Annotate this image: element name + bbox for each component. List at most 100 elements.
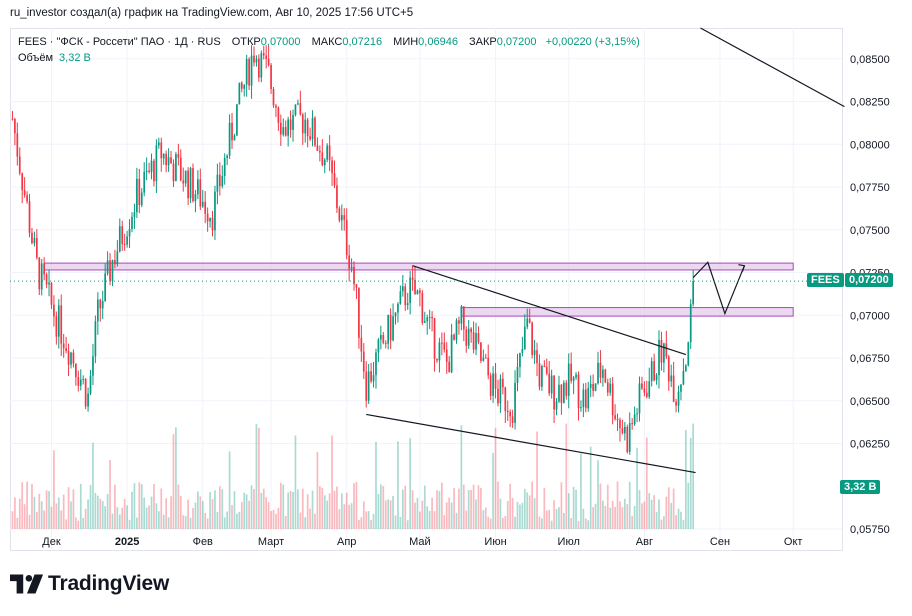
volume-bar <box>99 498 102 529</box>
candle-body <box>667 356 670 382</box>
volume-bar <box>665 496 668 529</box>
volume-bar <box>445 502 448 529</box>
candle-body <box>538 363 541 387</box>
candle-body <box>541 366 543 387</box>
volume-bar <box>294 435 297 529</box>
candle-body <box>140 192 143 206</box>
candle-body <box>170 157 172 164</box>
volume-bar <box>189 517 192 529</box>
volume-bar <box>419 511 421 529</box>
candle-body <box>109 260 111 281</box>
candle-body <box>265 55 268 59</box>
volume-bar <box>614 506 616 529</box>
volume-bar <box>628 481 631 529</box>
candle-body <box>404 286 407 306</box>
volume-bar <box>475 499 477 529</box>
candle-body <box>502 378 504 388</box>
candle-body <box>619 419 621 429</box>
candle-body <box>70 352 72 365</box>
candle-body <box>472 332 475 350</box>
volume-bar <box>114 484 116 529</box>
volume-bar <box>394 515 397 529</box>
volume-bar <box>555 509 558 529</box>
volume-bar <box>245 494 248 529</box>
volume-bar <box>92 442 94 529</box>
candle-body <box>245 58 248 85</box>
candle-body <box>77 377 80 386</box>
candle-body <box>197 179 199 195</box>
volume-bar <box>284 516 287 529</box>
volume-bar <box>689 437 692 529</box>
candle-body <box>587 387 590 409</box>
candle-body <box>272 89 275 106</box>
volume-bar <box>65 519 67 529</box>
volume-bar <box>89 485 92 529</box>
volume-bar <box>70 501 72 529</box>
candle-body <box>304 119 307 134</box>
volume-bar <box>680 511 682 529</box>
volume-bar <box>499 498 502 529</box>
volume-bar <box>470 489 472 529</box>
candle-body <box>75 363 77 378</box>
candle-body <box>606 382 609 393</box>
candle-body <box>660 339 663 363</box>
volume-bar <box>626 504 629 529</box>
candle-body <box>604 369 607 383</box>
price-tick-label: 0,08250 <box>850 97 890 109</box>
legend-high-value: 0,07216 <box>342 36 383 48</box>
volume-bar <box>360 517 363 529</box>
candle-body <box>543 366 546 368</box>
candle-body <box>299 103 302 115</box>
volume-bar <box>131 491 133 529</box>
candle-body <box>353 266 355 285</box>
candle-body <box>641 383 643 389</box>
volume-bar <box>214 490 216 529</box>
volume-bar <box>221 489 224 529</box>
volume-bar <box>328 493 331 529</box>
candle-body <box>623 426 626 434</box>
time-tick-label: Апр <box>337 536 356 548</box>
legend-open-value: 0,07000 <box>260 36 301 48</box>
volume-bar <box>289 490 292 529</box>
legend-low-value: 0,06946 <box>418 36 458 48</box>
candle-body <box>187 170 189 199</box>
legend-volume-label[interactable]: Объём <box>18 52 54 64</box>
price-zone <box>460 307 794 317</box>
volume-bar <box>118 514 121 529</box>
volume-bar <box>160 488 163 529</box>
volume-bar <box>140 484 143 529</box>
candle-body <box>182 180 185 184</box>
volume-bar <box>526 492 529 529</box>
volume-bar <box>319 486 321 529</box>
candle-body <box>614 415 616 419</box>
candle-body <box>355 284 358 288</box>
candle-body <box>255 58 258 63</box>
candle-body <box>292 115 294 130</box>
volume-bar <box>48 491 50 529</box>
candle-body <box>526 318 529 327</box>
volume-bar <box>206 518 209 529</box>
candle-body <box>428 316 431 318</box>
volume-bar <box>523 488 526 529</box>
candle-body <box>387 314 390 344</box>
volume-bar <box>389 500 392 529</box>
tradingview-logo[interactable]: TradingView <box>10 572 169 596</box>
candle-body <box>411 277 414 280</box>
legend-symbol[interactable]: FEES · "ФСК - Россети" ПАО · 1Д · RUS <box>18 36 221 48</box>
volume-bar <box>55 503 58 529</box>
candle-body <box>243 84 246 89</box>
candle-body <box>333 173 336 186</box>
volume-bar <box>687 482 690 529</box>
candle-body <box>177 154 180 158</box>
legend-ohlc-row: FEES · "ФСК - Россети" ПАО · 1Д · RUS ОТ… <box>18 34 640 50</box>
volume-bar <box>589 446 592 529</box>
candle-body <box>633 414 636 425</box>
candle-body <box>284 127 287 136</box>
price-tick-label: 0,05750 <box>850 524 890 536</box>
candle-body <box>126 236 128 245</box>
candle-body <box>509 411 512 417</box>
volume-bar <box>223 517 226 529</box>
volume-bar <box>143 497 146 529</box>
volume-bar <box>492 452 494 529</box>
